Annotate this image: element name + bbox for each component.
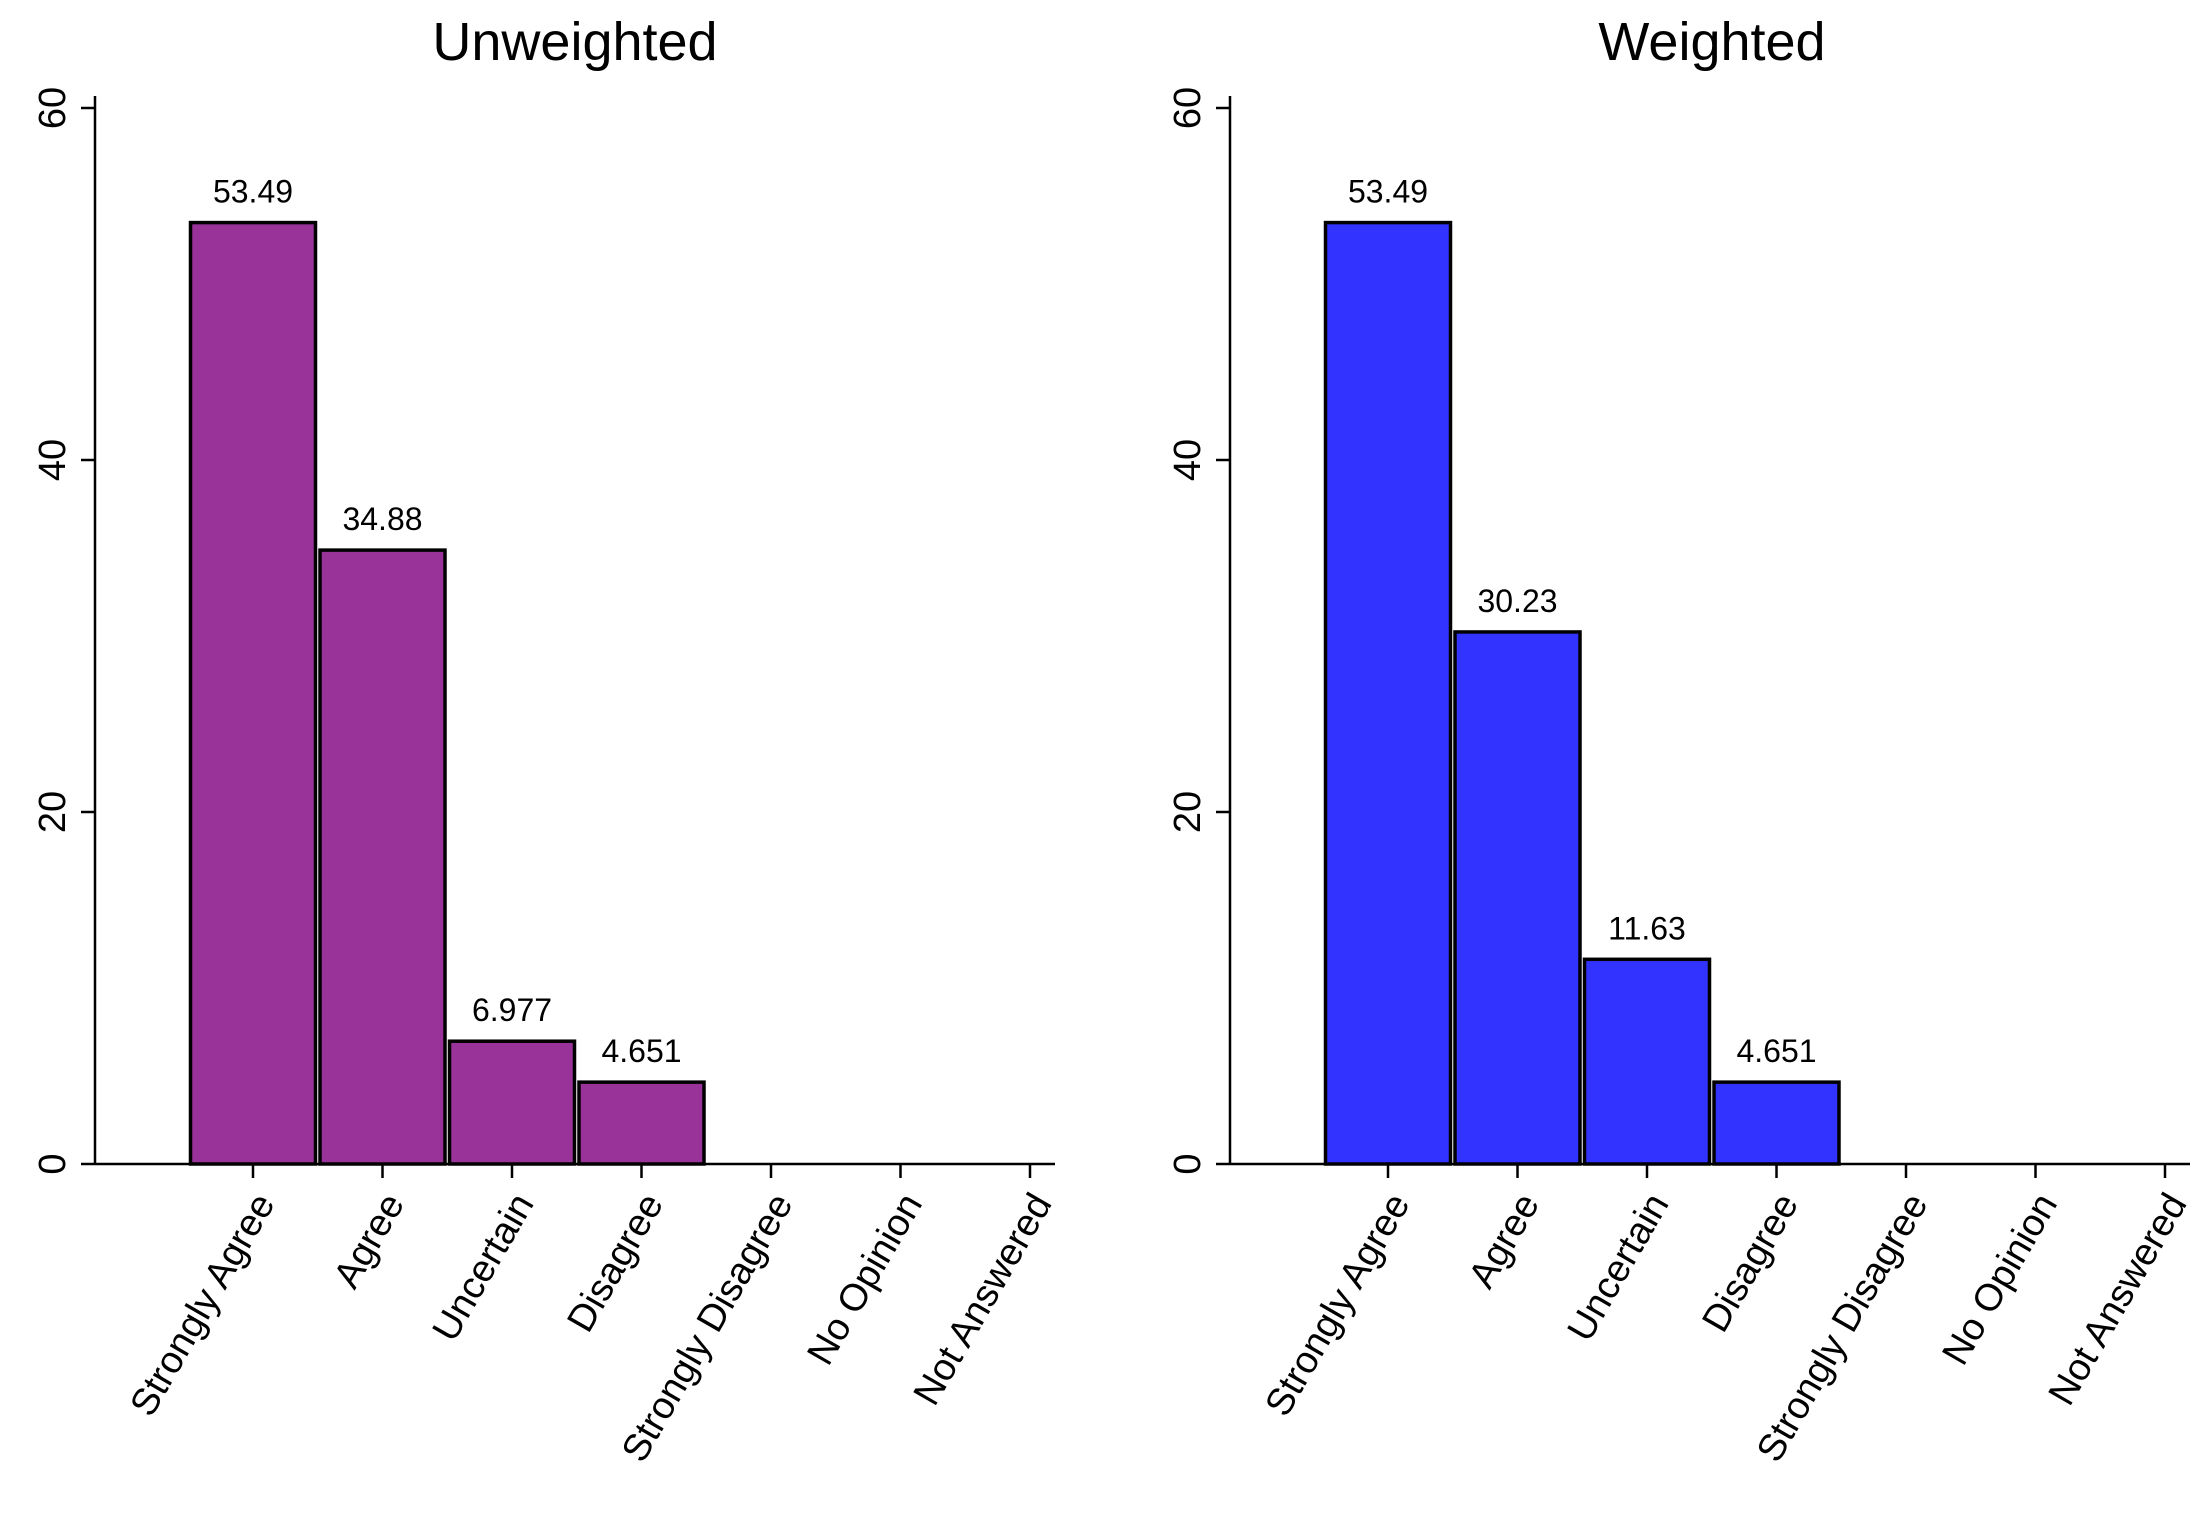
bar [577,1080,706,1166]
x-tick-label: Disagree [560,1187,672,1340]
bar [318,548,447,1166]
data-label: 4.651 [601,1033,681,1069]
y-tick-label: 40 [32,439,74,481]
x-tick-label: Uncertain [1560,1187,1678,1349]
x-tick-label: Disagree [1695,1187,1807,1340]
bar [1712,1080,1841,1166]
y-tick-label: 40 [1167,439,1209,481]
y-tick-label: 0 [32,1153,74,1174]
x-tick-label: Strongly Agree [122,1187,283,1424]
bar [1582,957,1712,1166]
x-tick-label: Uncertain [425,1187,543,1349]
data-label: 34.88 [342,501,422,537]
chart-title: Weighted [1598,12,1825,72]
bar [188,220,318,1166]
bar [1323,220,1453,1166]
bar [447,1039,577,1166]
x-tick-label: Not Answered [906,1187,1061,1413]
y-tick-label: 60 [32,87,74,129]
chart-title: Unweighted [432,12,717,72]
x-tick-label: Strongly Agree [1257,1187,1418,1424]
data-label: 6.977 [472,992,552,1028]
data-label: 30.23 [1477,583,1557,619]
y-tick-label: 20 [32,791,74,833]
y-tick-label: 60 [1167,87,1209,129]
data-label: 11.63 [1608,910,1686,946]
panel-weighted: Weighted 0 20 40 60 53.49 Strongly Agree 30.23 A… [1167,12,2195,1469]
x-tick-label: No Opinion [1935,1187,2066,1373]
panel-unweighted: Unweighted 0 20 40 60 53.49 Strongly Agree 34.8… [32,12,1060,1469]
bar [1453,630,1582,1166]
x-tick-label: Agree [326,1187,413,1296]
x-tick-label: Not Answered [2041,1187,2196,1413]
x-tick-label: No Opinion [800,1187,931,1373]
data-label: 53.49 [213,174,293,210]
y-tick-label: 0 [1167,1153,1209,1174]
data-label: 53.49 [1348,174,1428,210]
y-tick-label: 20 [1167,791,1209,833]
x-tick-label: Agree [1461,1187,1548,1296]
data-label: 4.651 [1736,1033,1816,1069]
